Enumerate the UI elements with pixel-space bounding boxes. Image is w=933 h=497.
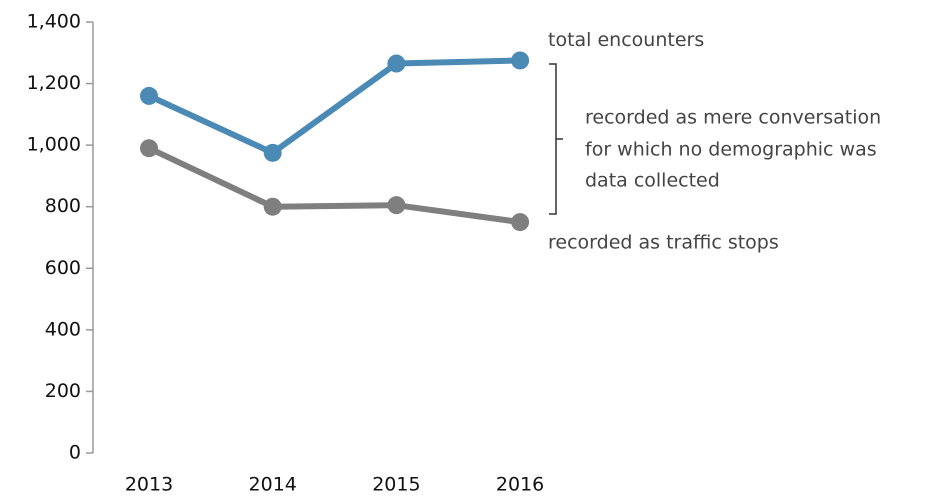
y-tick-label: 600	[45, 257, 81, 279]
x-tick-label: 2014	[249, 474, 297, 496]
annotation: data collected	[585, 170, 720, 192]
marker	[511, 51, 530, 70]
bracket	[549, 63, 563, 215]
marker	[263, 143, 282, 162]
x-tick-label: 2016	[496, 474, 544, 496]
marker	[140, 139, 158, 158]
x-tick-label: 2013	[125, 474, 173, 496]
series-label: total encounters	[548, 29, 704, 51]
y-tick-label: 200	[45, 380, 81, 402]
marker	[387, 54, 406, 73]
y-tick-label: 1,200	[27, 72, 81, 94]
y-tick-label: 1,000	[27, 134, 81, 156]
series-label: recorded as traffic stops	[548, 232, 779, 254]
marker	[263, 197, 282, 216]
marker	[511, 213, 530, 232]
marker	[387, 196, 406, 215]
y-tick-label: 1,400	[27, 11, 81, 33]
y-tick-label: 400	[45, 318, 81, 340]
marker	[140, 86, 158, 105]
series-line	[147, 57, 521, 156]
annotation: for which no demographic was	[585, 139, 877, 161]
y-tick-label: 800	[45, 195, 81, 217]
y-tick-label: 0	[69, 442, 81, 464]
x-tick-label: 2015	[372, 474, 420, 496]
annotation: recorded as mere conversation	[585, 107, 881, 129]
series-line	[147, 145, 521, 226]
